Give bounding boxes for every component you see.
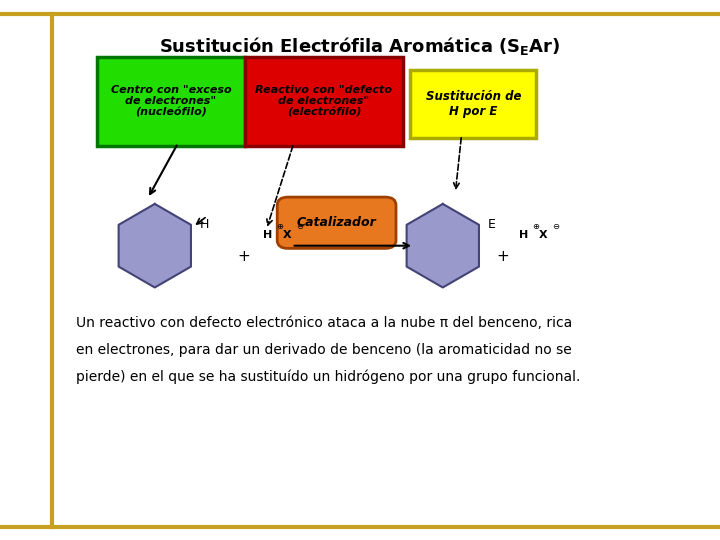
Text: Sustitución de
H por E: Sustitución de H por E [426,90,521,118]
Text: $\mathbf{Sustitución\ Electrófila\ Aromática\ (S_EAr)}$: $\mathbf{Sustitución\ Electrófila\ Aromá… [159,35,561,57]
FancyBboxPatch shape [277,197,396,248]
Polygon shape [119,204,191,287]
Text: ⊕: ⊕ [276,221,283,231]
FancyBboxPatch shape [410,70,536,138]
Text: +: + [496,249,509,264]
Text: H: H [263,230,272,240]
Text: E: E [488,218,496,231]
Polygon shape [407,204,479,287]
Text: ⊖: ⊖ [296,221,303,231]
Text: Centro con "exceso
de electrones"
(nucleófilo): Centro con "exceso de electrones" (nucle… [111,85,231,118]
Text: en electrones, para dar un derivado de benceno (la aromaticidad no se: en electrones, para dar un derivado de b… [76,343,572,357]
Text: ⊖: ⊖ [552,221,559,231]
Text: X: X [283,230,292,240]
Text: Un reactivo con defecto electrónico ataca a la nube π del benceno, rica: Un reactivo con defecto electrónico atac… [76,316,572,330]
FancyBboxPatch shape [97,57,245,146]
Text: Reactivo con "defecto
de electrones"
(electrófilo): Reactivo con "defecto de electrones" (el… [256,85,392,118]
Text: pierde) en el que se ha sustituído un hidrógeno por una grupo funcional.: pierde) en el que se ha sustituído un hi… [76,370,580,384]
Text: ⊕: ⊕ [532,221,539,231]
Text: H: H [519,230,528,240]
Text: X: X [539,230,548,240]
FancyBboxPatch shape [245,57,403,146]
Text: +: + [237,249,250,264]
Text: H: H [200,218,210,231]
Text: Catalizador: Catalizador [297,216,377,229]
